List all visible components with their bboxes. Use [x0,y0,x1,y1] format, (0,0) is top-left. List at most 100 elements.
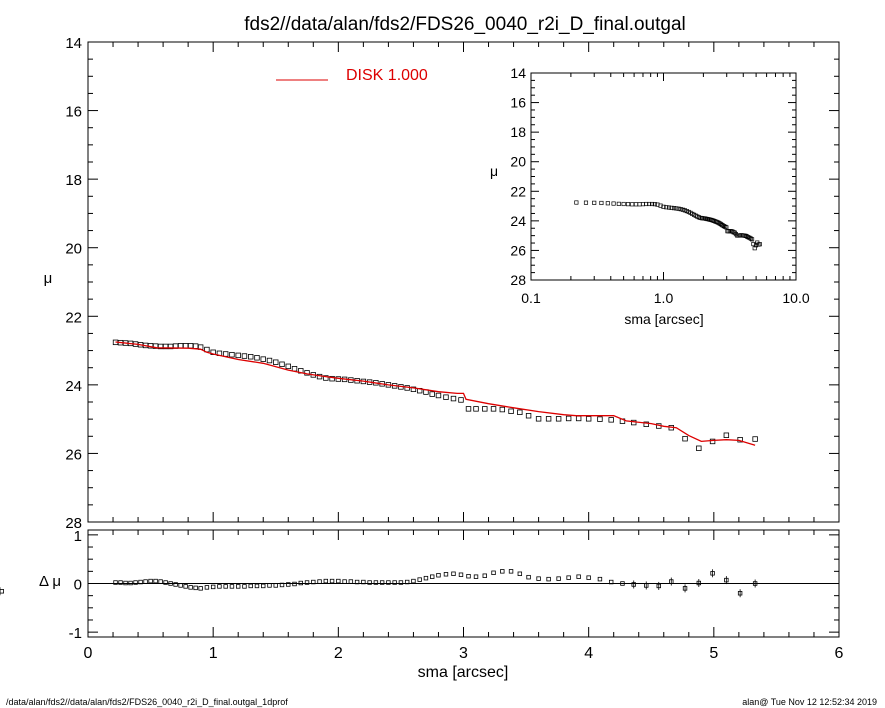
residual-point [329,578,335,584]
main-y-tick-labels: 14 16 18 20 22 24 26 28 [65,35,82,532]
residual-point [361,579,366,585]
residual-point [411,578,416,584]
main-y-axis-label: μ [44,270,53,287]
inset-data-point [730,229,735,234]
data-point [254,355,260,361]
inset-data-point [616,201,621,206]
residual-point [536,576,541,581]
residual-point [436,573,441,578]
inset-x-axis-label: sma [arcsec] [624,311,703,327]
data-point [525,413,532,419]
data-point [241,353,248,359]
residual-point [417,577,422,582]
residual-point [248,583,253,589]
residual-point [398,580,404,585]
residual-point [508,569,514,574]
inset-data-point [738,233,743,238]
main-plot-frame [87,41,840,523]
main-data-points [112,339,758,451]
residual-point [644,583,649,588]
main-y-tick-label: 18 [65,172,82,189]
inset-data-point [652,202,657,207]
residual-point [556,576,561,581]
residual-point [597,576,603,582]
residual-y-tick-label: 0 [74,577,82,594]
inset-data-point [637,202,642,207]
inset-data-point [625,202,631,207]
data-point [450,395,457,402]
inset-y-tick-label: 28 [510,272,526,288]
inset-x-tick-label: 1.0 [654,290,674,306]
main-y-tick-label: 16 [65,104,82,121]
main-x-ticks [87,42,840,522]
residual-point [113,580,118,585]
data-point [229,351,235,358]
data-point [752,436,758,442]
residual-point [517,571,523,576]
inset-y-tick-label: 14 [510,65,526,81]
inset-data-point [650,201,655,207]
main-y-tick-label: 24 [65,378,82,395]
residual-point [386,580,391,585]
residual-point [576,574,581,579]
inset-data-point [583,200,589,205]
residual-point [656,583,661,589]
main-profile-panel: 14 16 18 20 22 24 26 28 μ DISK 1.000 [44,35,840,532]
inset-data-point [724,225,729,230]
residual-point [546,576,551,582]
inset-data-point [678,207,683,212]
data-point [410,386,417,393]
residual-point [267,583,272,588]
inset-data-point [592,200,597,205]
inset-data-point [647,201,652,207]
inset-data-point [605,201,610,206]
data-point [682,435,688,442]
data-point [643,421,649,427]
residual-point [526,574,531,580]
residual-point [466,574,471,579]
residual-point [342,579,347,584]
inset-data-point [753,243,759,248]
residual-point [286,582,291,587]
data-point [167,343,174,350]
inset-data-point [671,206,677,211]
residual-point [423,575,429,581]
data-point [435,392,442,399]
data-point [429,391,435,397]
inset-data-point [721,224,727,229]
data-point [508,408,514,414]
residual-point [367,580,372,585]
residual-point [354,579,360,585]
inset-data-point [752,246,757,251]
data-point [182,343,189,349]
residual-point [304,580,310,585]
residual-point [229,584,235,589]
footer-file-path: /data/alan/fds2//data/alan/fds2/FDS26_00… [6,697,288,707]
residual-point [482,573,487,578]
inset-x-tick-label: 10.0 [782,290,809,306]
residual-point [133,580,138,585]
residual-point [254,583,260,589]
residual-point [204,585,210,590]
inset-data-point [751,242,756,247]
data-point [248,354,254,360]
residual-point [298,580,303,586]
residual-point [123,580,128,586]
residual-x-tick-label: 5 [709,645,718,662]
residual-y-tick-label: 1 [74,528,82,545]
residual-point [451,571,456,576]
data-point [723,432,730,438]
data-point [273,359,279,365]
residual-point [0,589,4,594]
inset-data-point [676,206,681,211]
data-point [323,375,329,381]
residual-point [143,579,148,584]
residual-point [682,586,688,591]
main-y-tick-label: 22 [65,309,82,326]
residual-point [242,584,247,589]
data-point [545,416,552,422]
residual-point [724,577,729,583]
data-point [709,438,716,445]
data-point [458,397,464,403]
